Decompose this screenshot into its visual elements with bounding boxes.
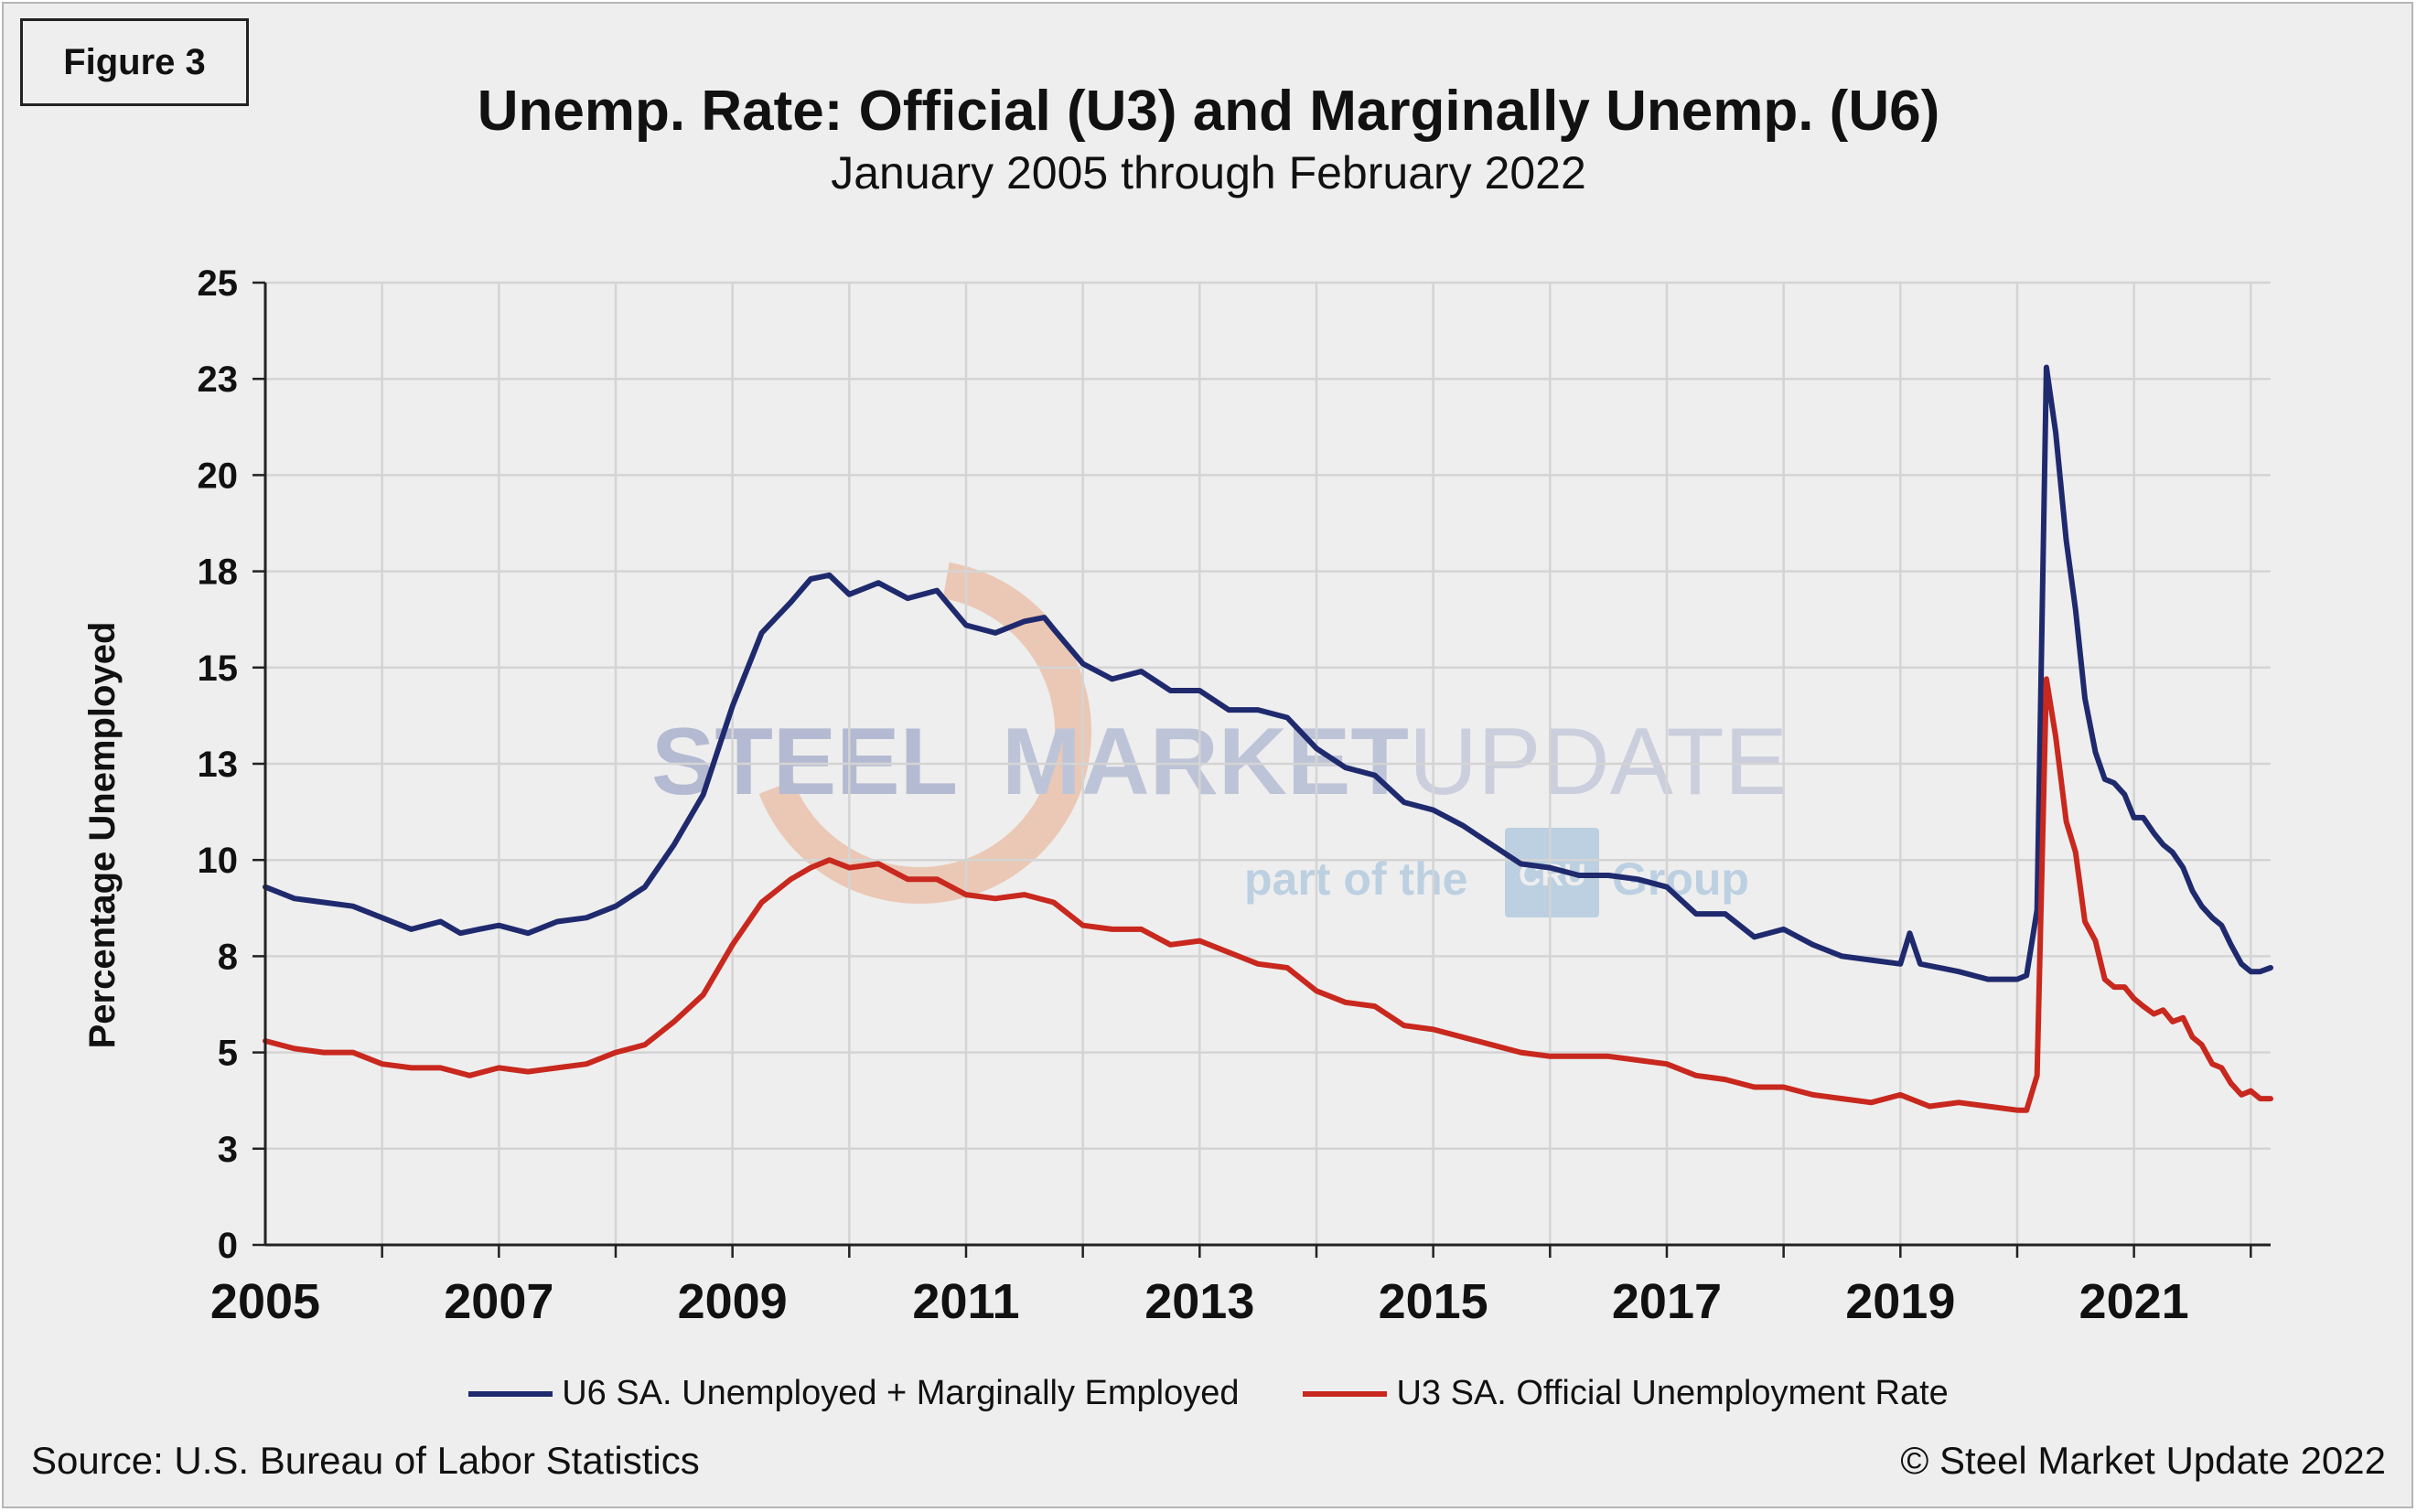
x-tick-label: 2011	[912, 1274, 1019, 1329]
series-line-u6	[263, 364, 2273, 982]
y-tick-label: 15	[198, 649, 239, 689]
x-tick-label: 2007	[444, 1274, 553, 1329]
y-tick-label: 5	[218, 1034, 238, 1074]
x-tick-label: 2015	[1379, 1274, 1488, 1329]
figure-label: Figure 3	[20, 18, 249, 106]
x-tick-label: 2005	[210, 1274, 320, 1329]
legend-label-u3: U3 SA. Official Unemployment Rate	[1396, 1374, 1949, 1412]
x-tick-label: 2021	[2079, 1274, 2189, 1329]
x-tick-label: 2019	[1845, 1274, 1955, 1329]
chart-title: Unemp. Rate: Official (U3) and Marginall…	[477, 80, 1940, 143]
legend-swatch-u6	[468, 1390, 553, 1397]
watermark-tagline-a: part of the	[1244, 853, 1467, 905]
legend-label-u6: U6 SA. Unemployed + Marginally Employed	[562, 1374, 1240, 1412]
x-tick-label: 2009	[678, 1274, 788, 1329]
watermark-brand-mid: MARKET	[1002, 709, 1409, 815]
y-tick-label: 10	[198, 841, 239, 881]
y-tick-label: 25	[198, 263, 239, 304]
y-tick-label: 18	[198, 552, 239, 593]
y-axis-label: Percentage Unemployed	[82, 622, 123, 1049]
copyright-note: © Steel Market Update 2022	[1900, 1439, 2386, 1482]
source-note: Source: U.S. Bureau of Labor Statistics	[31, 1439, 700, 1482]
y-tick-label: 13	[198, 745, 239, 785]
watermark-brand-bold: STEEL	[651, 709, 958, 815]
legend-item-u3: U3 SA. Official Unemployment Rate	[1303, 1374, 1949, 1413]
legend-swatch-u3	[1303, 1390, 1388, 1397]
watermark-brand-light: UPDATE	[1409, 709, 1788, 815]
y-tick-label: 0	[218, 1226, 238, 1266]
legend: U6 SA. Unemployed + Marginally Employed …	[0, 1374, 2417, 1413]
watermark-logo-box	[1505, 828, 1599, 917]
y-tick-label: 8	[218, 937, 238, 977]
axes: 0 3 5 8 10 13 15 18 20 23 25 2005 2007 2009 2011 2013 20…	[198, 263, 2271, 1329]
y-tick-label: 23	[198, 359, 239, 400]
grid	[265, 281, 2271, 1245]
series-layer	[263, 364, 2273, 1113]
x-tick-label: 2017	[1612, 1274, 1722, 1329]
series-line-u3	[263, 676, 2273, 1113]
chart-subtitle: January 2005 through February 2022	[831, 147, 1586, 198]
y-tick-label: 3	[218, 1130, 238, 1170]
x-tick-label: 2013	[1144, 1274, 1254, 1329]
y-tick-label: 20	[198, 456, 239, 496]
legend-item-u6: U6 SA. Unemployed + Marginally Employed	[468, 1374, 1239, 1413]
